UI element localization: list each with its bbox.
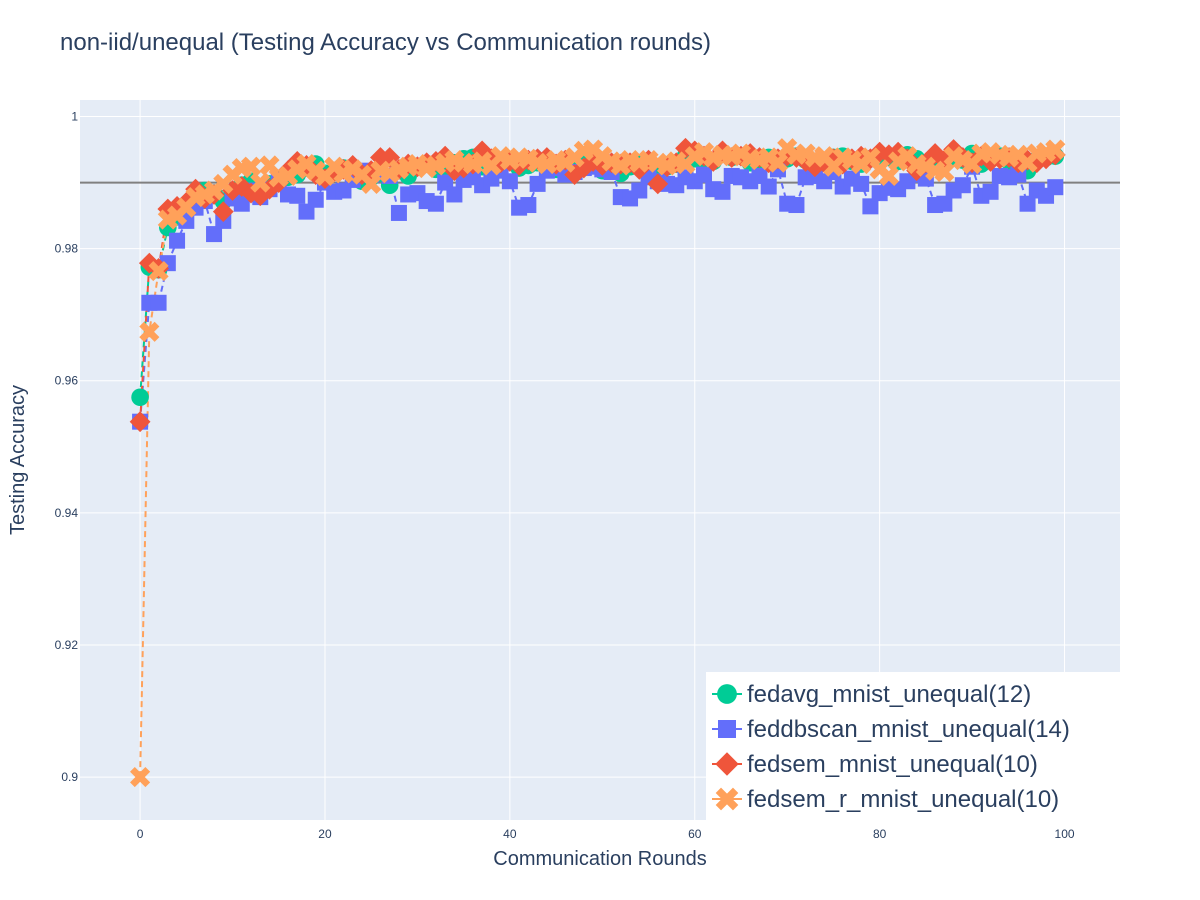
x-tick-label: 80 — [873, 827, 887, 841]
data-point — [936, 195, 953, 212]
data-point — [286, 151, 308, 172]
data-point — [277, 160, 299, 182]
legend-item-4[interactable]: fedsem_r_mnist_unequal(10) — [712, 786, 1059, 813]
y-axis-title: Testing Accuracy — [7, 385, 29, 535]
legend-symbol — [715, 752, 739, 776]
y-tick-label: 0.94 — [55, 506, 79, 520]
legend-symbol — [717, 684, 737, 704]
data-point — [529, 175, 546, 192]
data-point — [714, 183, 731, 200]
data-point — [148, 261, 169, 282]
y-tick-label: 0.9 — [61, 770, 78, 784]
data-point — [150, 294, 167, 311]
data-point — [788, 197, 805, 214]
x-tick-label: 20 — [318, 827, 332, 841]
data-point — [233, 195, 250, 212]
data-point — [982, 183, 999, 200]
y-tick-label: 0.92 — [55, 638, 79, 652]
legend-label: feddbscan_mnist_unequal(14) — [747, 716, 1070, 743]
data-point — [647, 173, 669, 195]
x-tick-label: 0 — [137, 827, 144, 841]
legend-item-1[interactable]: fedavg_mnist_unequal(12) — [712, 681, 1031, 708]
data-point — [307, 191, 324, 208]
x-tick-label: 60 — [688, 827, 702, 841]
data-point — [131, 388, 149, 407]
legend-item-3[interactable]: fedsem_mnist_unequal(10) — [712, 751, 1038, 778]
data-point — [696, 166, 712, 183]
data-point — [878, 165, 899, 187]
data-point — [501, 173, 518, 190]
legend-label: fedsem_r_mnist_unequal(10) — [747, 786, 1059, 813]
data-point — [240, 156, 262, 177]
data-point — [323, 161, 345, 183]
data-point — [139, 321, 160, 342]
y-tick-label: 0.96 — [55, 374, 79, 388]
data-point — [934, 161, 955, 183]
legend-label: fedavg_mnist_unequal(12) — [747, 681, 1031, 708]
data-point — [1047, 179, 1064, 196]
data-point — [129, 411, 151, 433]
data-point — [169, 232, 186, 249]
legend-symbol — [715, 787, 739, 811]
data-point — [390, 204, 407, 221]
data-point — [289, 187, 306, 204]
tick-labels: 0 20 40 60 80 100 0.9 0.92 0.94 0.96 0.98 1 — [55, 110, 1075, 841]
chart-title: non-iid/unequal (Testing Accuracy vs Com… — [60, 29, 711, 56]
data-point — [760, 178, 777, 195]
data-point — [259, 178, 280, 200]
data-point — [1045, 139, 1066, 160]
data-point — [427, 195, 444, 212]
data-point — [853, 175, 870, 192]
legend[interactable]: fedavg_mnist_unequal(12) feddbscan_mnist_… — [706, 672, 1120, 820]
y-tick-label: 1 — [71, 110, 78, 124]
data-point — [1019, 195, 1036, 212]
data-point — [862, 198, 879, 215]
grid — [80, 100, 1120, 820]
legend-symbol — [718, 720, 736, 738]
legend-item-2[interactable]: feddbscan_mnist_unequal(14) — [712, 716, 1070, 743]
data-point — [206, 226, 223, 243]
y-tick-label: 0.98 — [55, 242, 79, 256]
data-point — [767, 152, 789, 173]
data-point — [446, 186, 463, 203]
legend-items: fedavg_mnist_unequal(12) feddbscan_mnist_… — [712, 681, 1070, 813]
x-tick-label: 40 — [503, 827, 517, 841]
x-axis-title: Communication Rounds — [493, 848, 706, 870]
data-point — [954, 177, 971, 194]
legend-background — [706, 672, 1120, 820]
data-point — [1044, 144, 1066, 166]
data-point — [240, 182, 262, 204]
x-tick-label: 100 — [1055, 827, 1075, 841]
series-markers — [129, 137, 1066, 788]
data-point — [268, 172, 290, 193]
data-point — [250, 172, 271, 193]
data-point — [631, 182, 648, 199]
data-point — [212, 201, 234, 223]
legend-label: fedsem_mnist_unequal(10) — [747, 751, 1038, 778]
series-4-markers — [130, 138, 1066, 788]
data-point — [130, 767, 151, 788]
data-point — [520, 197, 537, 214]
